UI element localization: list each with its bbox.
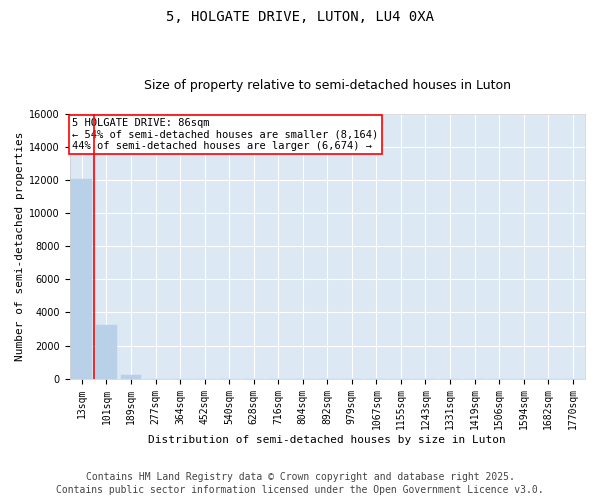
Y-axis label: Number of semi-detached properties: Number of semi-detached properties bbox=[15, 132, 25, 361]
Text: Contains HM Land Registry data © Crown copyright and database right 2025.
Contai: Contains HM Land Registry data © Crown c… bbox=[56, 472, 544, 495]
Bar bbox=[121, 376, 142, 378]
X-axis label: Distribution of semi-detached houses by size in Luton: Distribution of semi-detached houses by … bbox=[148, 435, 506, 445]
Text: 5, HOLGATE DRIVE, LUTON, LU4 0XA: 5, HOLGATE DRIVE, LUTON, LU4 0XA bbox=[166, 10, 434, 24]
Title: Size of property relative to semi-detached houses in Luton: Size of property relative to semi-detach… bbox=[144, 79, 511, 92]
Bar bbox=[96, 325, 117, 378]
Bar bbox=[71, 180, 92, 378]
Text: 5 HOLGATE DRIVE: 86sqm
← 54% of semi-detached houses are smaller (8,164)
44% of : 5 HOLGATE DRIVE: 86sqm ← 54% of semi-det… bbox=[72, 118, 379, 151]
